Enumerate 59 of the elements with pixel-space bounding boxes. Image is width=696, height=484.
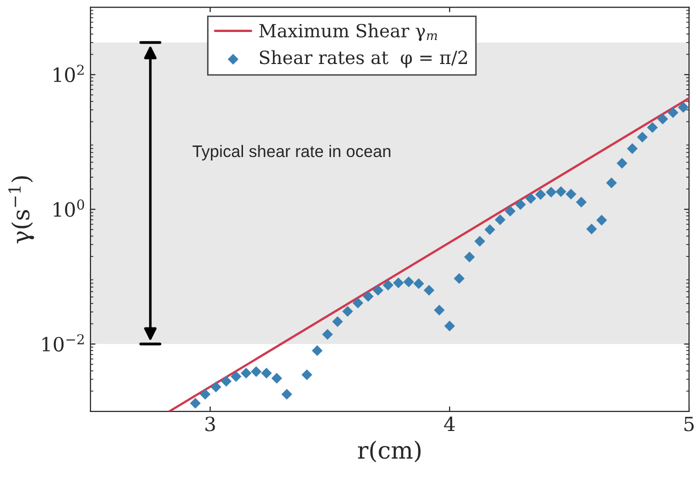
point	[220, 376, 232, 387]
point	[535, 189, 546, 200]
point	[464, 252, 475, 262]
point	[424, 284, 434, 296]
y-axis-title: γ(s$^{−1}$)	[8, 176, 34, 244]
point	[230, 371, 242, 382]
point	[352, 298, 364, 308]
point	[190, 398, 201, 409]
point	[312, 345, 323, 356]
x-tick-label: 4	[444, 416, 455, 432]
point	[281, 388, 292, 400]
x-tick-label: 3	[205, 416, 215, 432]
point	[271, 372, 282, 384]
point	[474, 236, 486, 247]
point	[616, 158, 628, 169]
point	[250, 366, 262, 377]
legend-label: Maximum Shear γ$_{m}$	[259, 24, 438, 42]
point	[626, 143, 638, 154]
point	[261, 368, 272, 379]
y-tick-label: 10$^{−2}$	[42, 334, 84, 352]
point	[586, 224, 597, 234]
point	[647, 122, 658, 133]
y-tick-label: 10$^{2}$	[54, 64, 84, 82]
point	[302, 369, 312, 380]
point	[403, 276, 414, 288]
x-axis-title: r(cm)	[358, 440, 421, 462]
point	[546, 186, 557, 198]
x-tick-label: 5	[684, 416, 694, 432]
point	[382, 280, 394, 291]
point	[566, 188, 576, 200]
point	[454, 273, 465, 284]
point	[504, 206, 516, 217]
point	[668, 107, 678, 118]
point	[556, 186, 566, 198]
point	[636, 132, 648, 143]
point	[525, 193, 536, 204]
band-label: Typical shear rate in ocean	[192, 144, 390, 160]
point	[576, 196, 587, 208]
point	[332, 316, 343, 328]
point	[484, 224, 496, 235]
point	[362, 291, 374, 302]
point	[200, 388, 211, 400]
point	[444, 320, 455, 332]
point	[393, 277, 404, 288]
point	[606, 178, 617, 188]
point	[434, 304, 445, 316]
point	[494, 214, 506, 226]
point	[342, 306, 353, 317]
point	[678, 102, 689, 113]
point	[372, 284, 384, 296]
point	[413, 278, 424, 289]
y-tick-label: 10$^{0}$	[54, 199, 84, 217]
legend-label: Shear rates at φ = π/2	[260, 50, 467, 68]
point	[322, 329, 333, 340]
point	[657, 114, 668, 124]
point	[210, 382, 222, 392]
point	[515, 199, 526, 210]
point	[240, 368, 252, 379]
point	[596, 214, 608, 226]
